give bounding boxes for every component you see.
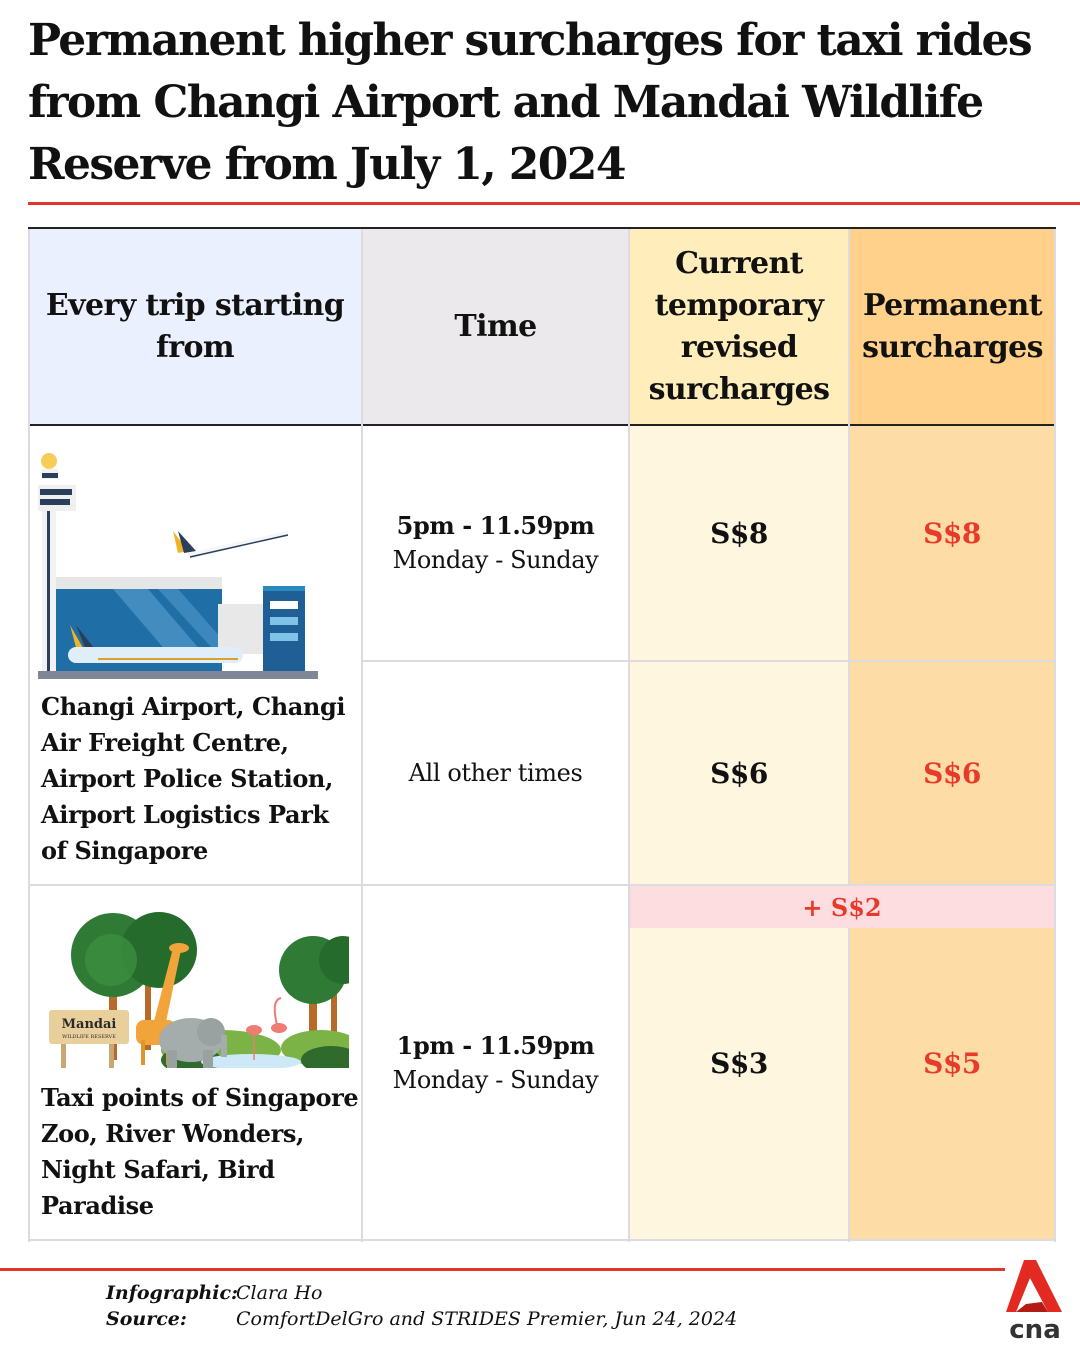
- table-top-rule: [28, 227, 1056, 229]
- time-cell: All other times: [363, 662, 628, 884]
- current-surcharge-value: S$3: [710, 1047, 768, 1080]
- permanent-surcharge-cell: S$6: [850, 662, 1054, 884]
- current-surcharge-cell: S$3: [630, 928, 848, 1239]
- source-value: ComfortDelGro and STRIDES Premier, Jun 2…: [236, 1308, 738, 1330]
- header-cell-current: Current temporary revised surcharges: [629, 229, 849, 425]
- cna-logo: cna: [1002, 1258, 1068, 1345]
- grid-vline: [1054, 229, 1056, 1242]
- svg-text:cna: cna: [1009, 1315, 1060, 1342]
- surcharge-change-value: + S$2: [802, 892, 882, 922]
- permanent-surcharge-value: S$6: [923, 756, 981, 790]
- source-label: Source:: [106, 1308, 187, 1330]
- page-title: Permanent higher surcharges for taxi rid…: [28, 15, 1033, 190]
- time-range: 5pm - 11.59pm: [396, 511, 595, 540]
- permanent-surcharge-cell: S$5: [850, 928, 1054, 1239]
- permanent-column-bg: [849, 426, 1056, 1241]
- time-days: All other times: [408, 759, 583, 787]
- location-text-mandai: Taxi points of Singapore Zoo, River Wond…: [41, 1083, 359, 1220]
- header-cell-permanent: Permanent surcharges: [849, 229, 1056, 425]
- current-surcharge-value: S$8: [710, 516, 768, 550]
- current-column-bg: [629, 426, 849, 1241]
- grid-vline: [848, 229, 850, 1242]
- header-cell-location: Every trip starting from: [28, 229, 362, 425]
- header-current-label: Current temporary revised surcharges: [648, 246, 830, 407]
- time-days: Monday - Sunday: [392, 546, 599, 574]
- grid-hline: [361, 660, 1056, 662]
- header-bottom-rule: [28, 424, 1056, 426]
- grid-vline: [28, 229, 30, 1242]
- current-surcharge-cell: S$6: [630, 662, 848, 884]
- grid-hline: [28, 884, 1056, 886]
- grid-vline: [628, 229, 630, 1242]
- permanent-surcharge-cell: S$8: [850, 426, 1054, 660]
- time-cell: 5pm - 11.59pm Monday - Sunday: [363, 426, 628, 660]
- title-divider: [28, 202, 1080, 205]
- grid-vline: [361, 229, 363, 1242]
- permanent-surcharge-value: S$5: [923, 1047, 981, 1080]
- current-surcharge-cell: S$8: [630, 426, 848, 660]
- airport-illustration: [38, 449, 328, 685]
- time-range: 1pm - 11.59pm: [396, 1030, 595, 1060]
- mandai-wildlife-illustration: Mandai WILDLIFE RESERVE: [41, 910, 367, 1074]
- grid-hline: [28, 1239, 1056, 1241]
- header-permanent-label: Permanent surcharges: [862, 288, 1043, 365]
- time-days: Monday - Sunday: [392, 1065, 599, 1094]
- current-surcharge-value: S$6: [710, 756, 768, 790]
- header-time-label: Time: [454, 309, 537, 344]
- surcharge-change-badge: + S$2: [630, 886, 1054, 928]
- header-location-label: Every trip starting from: [45, 288, 345, 365]
- time-cell: 1pm - 11.59pm Monday - Sunday: [363, 886, 628, 1239]
- permanent-surcharge-value: S$8: [923, 516, 981, 550]
- infographic-author: Clara Ho: [236, 1282, 323, 1304]
- infographic-label: Infographic:: [106, 1282, 239, 1304]
- header-cell-time: Time: [362, 229, 629, 425]
- svg-text:WILDLIFE RESERVE: WILDLIFE RESERVE: [62, 1034, 116, 1040]
- footer-divider: [0, 1268, 1005, 1271]
- location-text-changi: Changi Airport, Changi Air Freight Centr…: [41, 692, 346, 865]
- surcharge-table: Every trip starting from Time Current te…: [28, 227, 1056, 1242]
- svg-text:Mandai: Mandai: [62, 1017, 117, 1032]
